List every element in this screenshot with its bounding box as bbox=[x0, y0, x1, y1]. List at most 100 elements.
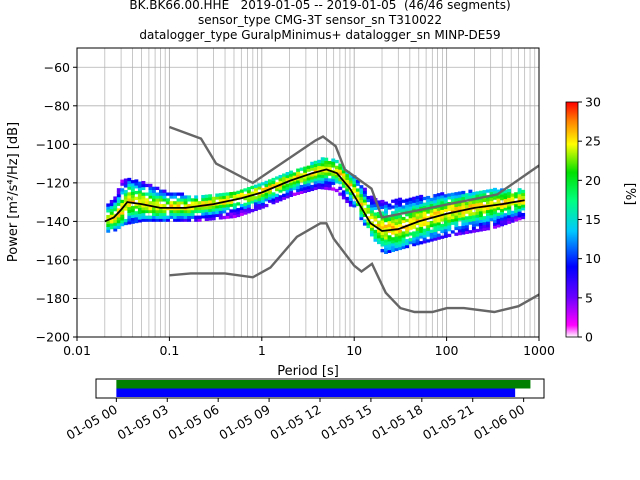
density-cell bbox=[243, 208, 248, 212]
density-cell bbox=[148, 195, 153, 199]
density-cell bbox=[123, 198, 128, 203]
density-cell bbox=[503, 213, 508, 217]
density-cell bbox=[246, 189, 251, 194]
density-cell bbox=[391, 248, 395, 253]
density-cell bbox=[391, 240, 395, 244]
density-cell bbox=[464, 227, 469, 232]
density-cell bbox=[162, 209, 167, 214]
density-cell bbox=[313, 169, 318, 173]
density-cell bbox=[482, 207, 487, 211]
density-cell bbox=[239, 203, 244, 208]
density-cell bbox=[166, 215, 170, 219]
density-cell bbox=[334, 165, 339, 170]
density-cell bbox=[355, 202, 360, 207]
density-cell bbox=[394, 204, 399, 208]
density-cell bbox=[415, 213, 420, 217]
density-cell bbox=[457, 214, 462, 218]
density-cell bbox=[401, 208, 406, 212]
density-cell bbox=[486, 189, 490, 193]
density-cell bbox=[331, 161, 336, 165]
density-cell bbox=[159, 215, 163, 219]
density-cell bbox=[130, 185, 135, 190]
density-cell bbox=[289, 173, 294, 177]
density-cell bbox=[443, 194, 448, 198]
density-cell bbox=[429, 209, 434, 213]
density-cell bbox=[243, 194, 248, 198]
density-cell bbox=[299, 173, 304, 177]
density-cell bbox=[369, 215, 374, 220]
y-tick-label: −120 bbox=[36, 175, 70, 190]
density-cell bbox=[475, 199, 480, 204]
density-cell bbox=[384, 227, 388, 231]
density-cell bbox=[151, 201, 156, 205]
density-cell bbox=[225, 195, 230, 199]
density-cell bbox=[190, 204, 195, 208]
density-cell bbox=[120, 191, 125, 195]
density-cell bbox=[419, 203, 424, 207]
density-cell bbox=[422, 205, 427, 209]
density-cell bbox=[429, 221, 434, 225]
density-cell bbox=[429, 232, 434, 236]
density-cell bbox=[464, 210, 469, 214]
density-cell bbox=[503, 190, 508, 194]
colorbar-tick-label: 15 bbox=[585, 212, 601, 227]
density-cell bbox=[109, 202, 114, 207]
density-cell bbox=[450, 207, 455, 211]
density-cell bbox=[398, 223, 403, 227]
x-tick-label: 100 bbox=[435, 343, 459, 358]
density-cell bbox=[250, 197, 255, 201]
density-cell bbox=[433, 225, 438, 230]
density-cell bbox=[419, 212, 424, 216]
density-cell bbox=[159, 204, 163, 208]
density-cell bbox=[116, 208, 121, 212]
density-cell bbox=[148, 186, 153, 191]
density-cell bbox=[384, 201, 388, 205]
density-cell bbox=[394, 198, 399, 202]
density-cell bbox=[236, 202, 241, 206]
density-cell bbox=[496, 203, 501, 208]
density-cell bbox=[507, 203, 512, 207]
density-cell bbox=[405, 207, 410, 211]
density-cell bbox=[306, 182, 311, 187]
density-cell bbox=[419, 197, 424, 202]
density-cell bbox=[471, 200, 476, 204]
density-cell bbox=[362, 190, 367, 194]
density-cell bbox=[461, 196, 466, 200]
density-cell bbox=[352, 183, 357, 188]
x-axis-ticks: 0.01 0.1 1 10 100 1000 bbox=[63, 337, 555, 358]
density-cell bbox=[317, 182, 322, 187]
density-cell bbox=[130, 182, 135, 187]
density-cell bbox=[486, 218, 490, 222]
density-cell bbox=[246, 187, 251, 191]
density-cell bbox=[415, 218, 420, 223]
density-cell bbox=[215, 196, 220, 200]
density-cell bbox=[109, 220, 114, 224]
density-cell bbox=[408, 212, 413, 216]
density-cell bbox=[426, 216, 431, 220]
density-cell bbox=[443, 199, 448, 204]
density-cell bbox=[243, 202, 248, 207]
density-cell bbox=[440, 200, 445, 205]
density-cell bbox=[225, 212, 230, 216]
density-cell bbox=[187, 195, 192, 199]
density-cell bbox=[482, 227, 487, 231]
density-cell bbox=[289, 187, 294, 192]
density-cell bbox=[433, 231, 438, 235]
density-cell bbox=[137, 210, 142, 214]
density-cell bbox=[109, 199, 114, 204]
density-cell bbox=[268, 182, 272, 186]
density-cell bbox=[369, 198, 374, 202]
density-cell bbox=[137, 216, 142, 220]
density-cell bbox=[496, 212, 501, 216]
density-cell bbox=[285, 195, 290, 199]
availability-tick-label: 01-05 09 bbox=[216, 402, 272, 443]
density-cell bbox=[141, 215, 146, 219]
density-cell bbox=[190, 201, 195, 205]
density-cell bbox=[194, 206, 199, 211]
density-cell bbox=[106, 220, 111, 225]
density-cell bbox=[384, 233, 388, 237]
density-cell bbox=[426, 230, 431, 234]
density-cell bbox=[355, 197, 360, 201]
density-cell bbox=[120, 217, 125, 221]
density-cell bbox=[218, 204, 223, 208]
